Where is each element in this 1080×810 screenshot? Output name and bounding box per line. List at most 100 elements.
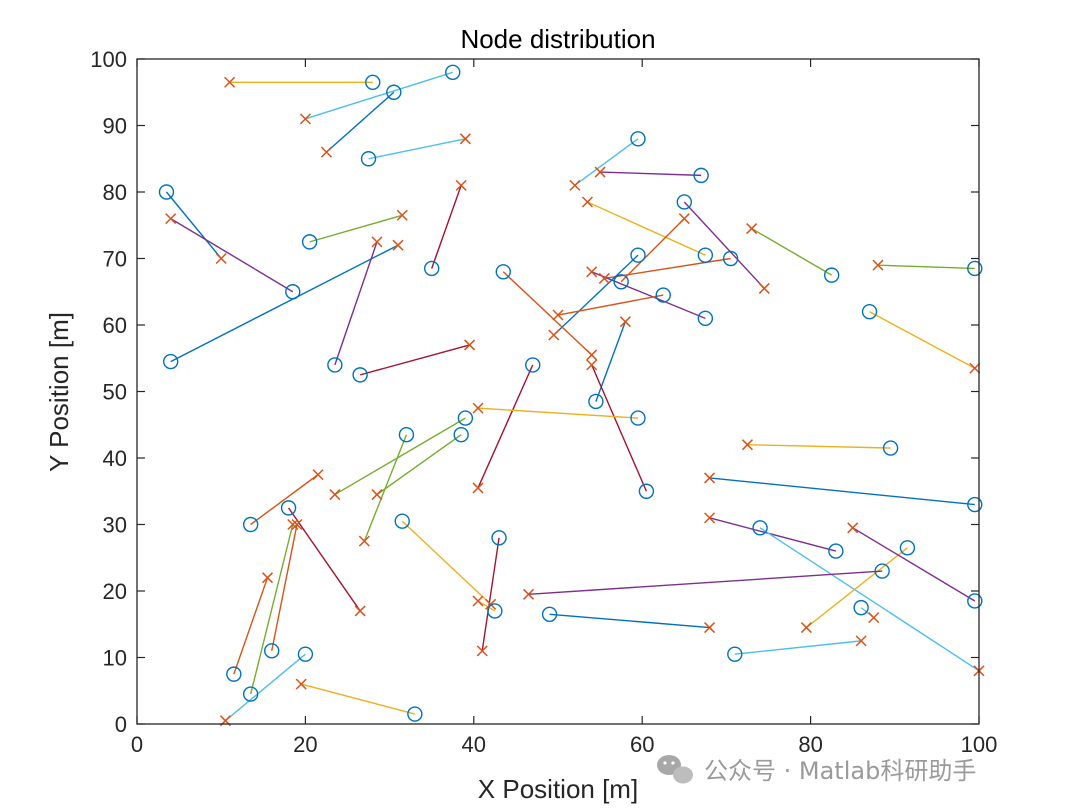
node-marker bbox=[445, 64, 461, 81]
link-line bbox=[502, 271, 593, 356]
y-tick-label: 70 bbox=[103, 247, 127, 272]
node-marker bbox=[967, 260, 983, 277]
target-marker bbox=[329, 489, 341, 501]
y-tick-label: 60 bbox=[103, 313, 127, 338]
link-line bbox=[271, 524, 298, 651]
target-marker bbox=[392, 239, 404, 251]
target-marker bbox=[548, 329, 560, 341]
node-marker bbox=[525, 357, 541, 373]
watermark: 公众号 · Matlab科研助手 bbox=[657, 755, 976, 785]
link-line bbox=[869, 311, 976, 369]
node-marker bbox=[676, 194, 692, 210]
target-marker bbox=[371, 489, 383, 501]
target-marker bbox=[476, 645, 488, 657]
link-line bbox=[301, 683, 416, 715]
x-tick-label: 60 bbox=[630, 732, 654, 757]
link-line bbox=[734, 640, 862, 655]
target-marker bbox=[472, 482, 484, 494]
link-line bbox=[604, 257, 731, 280]
link-line bbox=[747, 444, 891, 449]
link-line bbox=[600, 171, 702, 177]
node-marker bbox=[487, 603, 503, 619]
target-marker bbox=[459, 133, 471, 145]
y-tick-label: 0 bbox=[115, 712, 127, 737]
link-line bbox=[477, 364, 534, 489]
target-marker bbox=[704, 512, 716, 524]
node-marker bbox=[285, 284, 301, 300]
node-marker bbox=[853, 599, 869, 616]
node-marker bbox=[697, 247, 714, 263]
link-line bbox=[249, 524, 294, 695]
node-marker bbox=[453, 427, 469, 443]
target-marker bbox=[320, 146, 332, 158]
target-marker bbox=[464, 339, 476, 351]
markers-layer bbox=[158, 64, 985, 727]
target-marker bbox=[758, 282, 770, 294]
link-line bbox=[709, 517, 837, 552]
node-marker bbox=[495, 264, 511, 280]
link-line bbox=[574, 138, 639, 186]
target-marker bbox=[312, 469, 324, 481]
x-tick-label: 0 bbox=[131, 732, 143, 757]
link-line bbox=[759, 527, 980, 672]
x-tick-label: 100 bbox=[961, 732, 998, 757]
node-marker bbox=[828, 543, 844, 559]
link-line bbox=[683, 201, 765, 289]
link-line bbox=[170, 244, 399, 363]
y-tick-label: 10 bbox=[103, 646, 127, 671]
target-marker bbox=[969, 362, 981, 374]
node-marker bbox=[861, 304, 878, 320]
link-line bbox=[287, 507, 361, 612]
node-marker bbox=[630, 247, 646, 263]
node-marker bbox=[967, 593, 983, 609]
target-marker bbox=[581, 196, 594, 208]
target-marker bbox=[472, 402, 484, 414]
node-marker bbox=[386, 84, 402, 100]
target-marker bbox=[704, 622, 716, 634]
node-marker bbox=[327, 357, 343, 373]
node-marker bbox=[882, 440, 899, 456]
node-marker bbox=[697, 310, 714, 327]
target-marker bbox=[165, 213, 177, 225]
link-line bbox=[325, 91, 395, 153]
link-line bbox=[334, 417, 466, 496]
target-marker bbox=[358, 535, 370, 547]
target-marker bbox=[586, 349, 598, 361]
target-marker bbox=[678, 213, 690, 225]
node-marker bbox=[541, 606, 558, 622]
link-line bbox=[557, 294, 664, 316]
link-line bbox=[477, 600, 496, 612]
link-line bbox=[431, 185, 462, 269]
link-line bbox=[553, 254, 639, 336]
target-marker bbox=[586, 359, 598, 371]
target-marker bbox=[291, 518, 303, 531]
node-marker bbox=[693, 167, 709, 184]
x-tick-label: 40 bbox=[462, 732, 486, 757]
link-line bbox=[805, 547, 908, 629]
node-marker bbox=[162, 353, 179, 370]
y-tick-label: 80 bbox=[103, 180, 127, 205]
node-marker bbox=[242, 516, 259, 533]
node-marker bbox=[280, 500, 297, 516]
link-line bbox=[587, 201, 706, 256]
link-line bbox=[591, 271, 706, 319]
target-marker bbox=[619, 316, 631, 328]
target-marker bbox=[800, 622, 812, 634]
target-marker bbox=[396, 209, 408, 221]
node-marker bbox=[613, 274, 629, 290]
y-tick-label: 90 bbox=[103, 114, 127, 139]
watermark-text: 公众号 · Matlab科研助手 bbox=[704, 757, 976, 785]
node-marker bbox=[491, 530, 507, 546]
target-marker bbox=[552, 309, 564, 321]
link-line bbox=[165, 191, 222, 259]
link-line bbox=[477, 407, 639, 419]
link-line bbox=[368, 138, 466, 160]
y-axis: 0 10 20 30 40 50 60 70 80 90 100 bbox=[90, 47, 979, 737]
target-marker bbox=[287, 518, 299, 531]
link-line bbox=[334, 241, 378, 366]
link-line bbox=[305, 71, 453, 120]
link-line bbox=[852, 527, 976, 602]
link-line bbox=[528, 570, 883, 596]
